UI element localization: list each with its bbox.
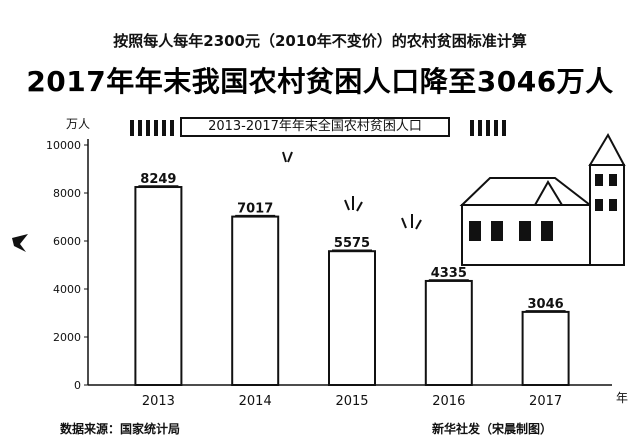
y-tick-label: 10000 [46,139,81,152]
y-tick-label: 4000 [53,283,81,296]
value-label-2015: 5575 [334,236,370,251]
value-label-2014: 7017 [237,202,273,217]
sparkle-decoration [282,151,422,230]
decorative-stripes-left [130,120,174,136]
y-axis-unit: 万人 [66,117,90,131]
bar-2013 [134,186,183,386]
chart-subtitle: 按照每人每年2300元（2010年不变价）的农村贫困标准计算 [113,32,527,50]
x-tick-label-2015: 2015 [335,394,368,409]
bar-2017 [521,310,570,386]
x-tick-label-2016: 2016 [432,394,465,409]
x-tick-label-2017: 2017 [529,394,562,409]
bar-2015 [328,250,376,386]
chart-title: 2017年年末我国农村贫困人口降至3046万人 [26,65,614,98]
y-tick-label: 2000 [53,331,81,344]
bird-icon [12,234,28,252]
image-credit: 新华社发（宋晨制图） [432,422,553,436]
y-tick-label: 8000 [53,187,81,200]
value-label-2016: 4335 [431,266,467,281]
house-illustration [459,132,626,266]
decorative-stripes-right [470,120,506,136]
y-tick-label: 0 [74,379,81,392]
bar-2016 [424,279,473,386]
x-tick-label-2013: 2013 [142,394,175,409]
value-label-2013: 8249 [140,172,176,187]
x-tick-label-2014: 2014 [239,394,272,409]
chart-caption: 2013-2017年年末全国农村贫困人口 [180,117,450,137]
x-axis-unit: 年 [616,391,628,405]
bar-2014 [231,215,280,386]
data-source: 数据来源：国家统计局 [60,422,181,436]
y-tick-label: 6000 [53,235,81,248]
value-label-2017: 3046 [528,297,564,312]
